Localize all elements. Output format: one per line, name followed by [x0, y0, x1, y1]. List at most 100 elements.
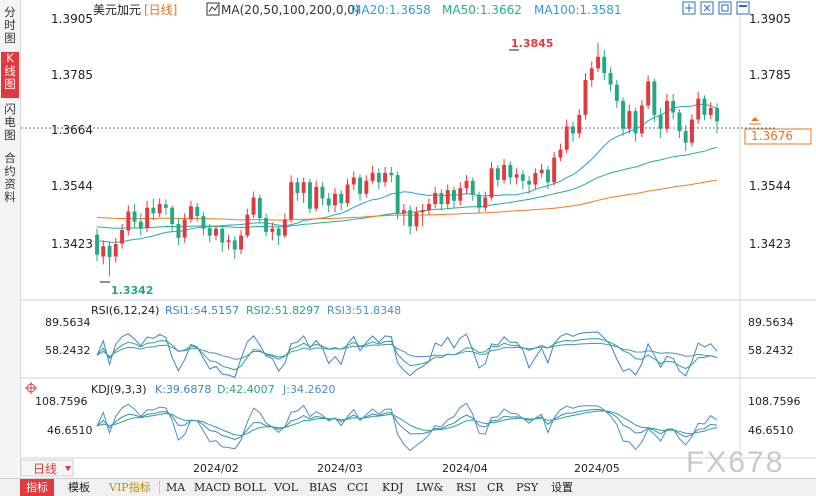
toolbar-vol[interactable]: VOL	[274, 481, 299, 494]
candle-body	[621, 100, 625, 129]
toolbar-macd[interactable]: MACD	[194, 481, 231, 494]
ma-lines	[96, 103, 718, 243]
toolbar-template[interactable]: 模板	[68, 481, 90, 494]
candle	[508, 161, 513, 185]
candle-body	[433, 192, 438, 204]
candle-body	[602, 56, 607, 74]
candle	[583, 73, 588, 120]
date-label: 2024/02	[193, 462, 239, 475]
candle	[614, 80, 619, 108]
candle-body	[627, 111, 632, 129]
candle-body	[571, 126, 575, 134]
toolbar-cr[interactable]: CR	[487, 481, 504, 494]
candle	[677, 109, 682, 139]
rsi1-value: RSI1:54.5157	[165, 304, 239, 317]
toolbar-ma[interactable]: MA	[166, 481, 186, 494]
tab-kline[interactable]: K线图	[1, 52, 19, 98]
window-icon[interactable]	[736, 1, 750, 15]
candle	[571, 121, 575, 142]
candle-body	[583, 80, 588, 115]
rsi-lines	[96, 331, 718, 378]
zoom-icon[interactable]	[718, 1, 732, 15]
candle-body	[220, 228, 225, 243]
candle	[408, 205, 413, 235]
toolbar-boll[interactable]: BOLL	[234, 481, 266, 494]
toolbar-indicators[interactable]: 指标	[20, 479, 54, 496]
crosshair-icon[interactable]	[25, 382, 37, 394]
candle-body	[276, 228, 281, 236]
candle	[702, 95, 707, 121]
toolbar-cci[interactable]: CCI	[347, 481, 369, 494]
candle	[489, 162, 494, 201]
period-badge[interactable]: 日线	[33, 462, 57, 476]
rsi-tick: 89.5634	[748, 316, 794, 329]
candle	[295, 177, 300, 201]
ma50-line	[96, 146, 718, 229]
candle-body	[364, 180, 369, 194]
candle	[552, 152, 557, 186]
candle-body	[420, 210, 425, 213]
watermark: FX678	[686, 446, 784, 478]
candle-body	[333, 193, 337, 206]
current-price-box	[744, 128, 812, 145]
ma-label: MA(20,50,100,200,0,0)	[221, 3, 360, 17]
toolbar-rsi[interactable]: RSI	[456, 481, 477, 494]
chevron-down-icon[interactable]	[65, 466, 71, 471]
candle	[301, 177, 306, 204]
date-label: 2024/04	[442, 462, 488, 475]
candle-body	[189, 206, 193, 220]
chart-area[interactable]: 美元加元 [日线] MA(20,50,100,200,0,0) MA20:1.3…	[21, 0, 816, 478]
toolbar-vip-indicators[interactable]: VIP指标	[109, 481, 151, 494]
candle	[151, 198, 156, 221]
price-tick: 1.3905	[749, 12, 791, 26]
candle	[527, 176, 532, 194]
candle	[608, 67, 613, 92]
candle	[596, 42, 600, 73]
candle	[414, 206, 419, 231]
ma-settings-icon[interactable]	[206, 2, 220, 16]
candle	[370, 165, 375, 184]
rsi3-value: RSI3:51.8348	[327, 304, 401, 317]
tab-timeshare[interactable]: 分时图	[4, 5, 16, 45]
candle	[696, 91, 701, 125]
candle	[201, 212, 206, 236]
candle-body	[677, 112, 682, 132]
candle	[502, 158, 506, 184]
candle	[646, 75, 651, 110]
fit-icon[interactable]	[700, 1, 714, 15]
candle-body	[170, 207, 175, 224]
candle-body	[264, 218, 268, 232]
candle	[546, 165, 550, 190]
toolbar-lwr[interactable]: LW&	[416, 481, 444, 494]
period-badge-box[interactable]	[21, 459, 74, 477]
toolbar-settings[interactable]: 设置	[551, 481, 573, 494]
toolbar-kdj[interactable]: KDJ	[382, 481, 404, 494]
candle	[602, 49, 607, 80]
candle	[289, 175, 294, 223]
tab-flash-chart[interactable]: 闪电图	[4, 102, 16, 142]
price-tick-left: 1.3544	[51, 179, 93, 193]
candle	[577, 109, 582, 139]
candle-body	[577, 114, 582, 134]
price-tick: 1.3785	[749, 68, 791, 82]
candle	[452, 186, 456, 208]
candle	[264, 213, 268, 237]
move-icon[interactable]	[682, 1, 696, 15]
candle-body	[257, 198, 262, 218]
candle-body	[389, 172, 394, 176]
toolbar-psy[interactable]: PSY	[516, 481, 539, 494]
candle	[690, 113, 694, 147]
kdj-d-value: D:42.4007	[217, 383, 275, 396]
candle	[239, 230, 243, 255]
candle-body	[445, 190, 450, 204]
candle	[433, 186, 438, 208]
toolbar-bias[interactable]: BIAS	[309, 481, 337, 494]
tab-contract-info[interactable]: 合约资料	[4, 151, 16, 204]
candle-body	[301, 182, 306, 193]
candle-body	[633, 111, 638, 134]
candle	[282, 213, 287, 238]
candle-body	[395, 175, 400, 214]
candle-body	[320, 186, 325, 199]
current-price-label: 1.3676	[751, 129, 793, 143]
ma100-line	[96, 179, 718, 221]
